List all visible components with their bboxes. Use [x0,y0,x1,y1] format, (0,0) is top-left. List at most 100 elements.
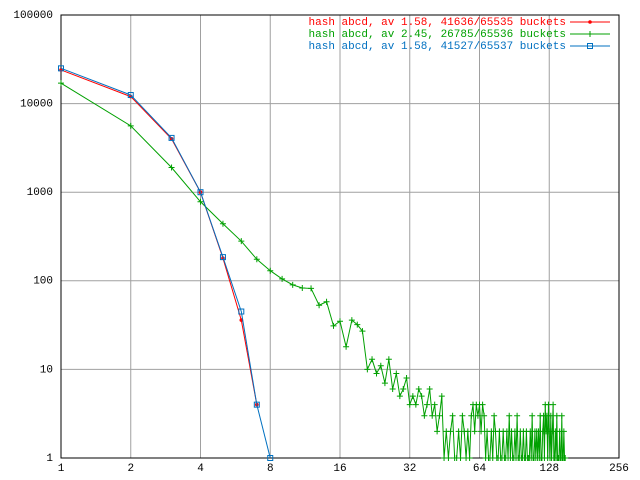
y-tick-label: 1 [46,453,53,465]
marker [514,412,521,419]
legend-marker [587,31,593,37]
marker [385,356,392,363]
x-tick-label: 64 [473,463,487,475]
marker [279,275,286,282]
marker [197,189,204,196]
marker [389,386,396,393]
legend-label: hash abcd, av 1.58, 41636/65535 buckets [309,17,566,29]
marker [459,412,466,419]
series-line [60,67,271,459]
marker [219,254,226,261]
x-tick-label: 16 [333,463,346,475]
marker [466,455,473,461]
marker [445,455,452,461]
marker [197,198,204,205]
legend-marker [588,20,592,24]
marker [449,412,456,419]
marker [418,393,425,400]
marker [550,401,557,408]
series-line [60,69,258,405]
marker [415,386,422,393]
marker [491,412,498,419]
marker [562,455,569,461]
marker [474,412,481,419]
legend-label: hash abcd, av 1.58, 41527/65537 buckets [309,41,566,53]
plot-frame [60,14,620,459]
marker [337,318,343,325]
x-tick-label: 256 [609,463,629,475]
marker [369,356,376,363]
x-tick-label: 4 [197,463,204,475]
marker [330,322,337,329]
marker [479,401,486,408]
marker [253,401,260,408]
marker [299,284,306,291]
marker [400,386,407,393]
marker [403,374,410,381]
marker [558,412,565,419]
marker [127,92,134,99]
marker [471,428,478,435]
x-tick-label: 8 [267,463,274,475]
marker [481,412,488,419]
marker [412,401,419,408]
marker [447,428,454,435]
marker [377,362,384,369]
y-tick-label: 100 [33,276,53,288]
marker [429,412,436,419]
y-tick-label: 100000 [13,10,53,22]
marker [457,455,464,461]
y-tick-label: 1000 [27,187,53,199]
marker [316,302,323,309]
marker [58,65,64,72]
marker [396,393,403,400]
marker [436,412,443,419]
marker [434,428,441,435]
marker [348,317,355,324]
marker [547,412,554,419]
marker [308,285,315,292]
legend-marker [587,43,593,49]
marker [381,380,388,387]
marker [343,343,350,350]
marker [438,393,445,400]
marker [168,134,175,141]
marker [431,401,438,408]
x-tick-label: 128 [539,463,559,475]
marker [424,401,431,408]
marker [323,298,330,305]
x-tick-label: 32 [403,463,416,475]
marker [426,386,433,393]
marker [238,308,245,315]
marker [289,281,296,288]
marker [468,412,475,419]
y-tick-label: 10000 [20,99,53,111]
series-line [60,82,566,459]
marker [168,164,175,171]
marker [464,428,471,435]
marker [359,328,366,335]
marker [267,267,274,274]
marker [506,412,513,419]
legend-label: hash abcd, av 2.45, 26785/65536 buckets [309,29,566,41]
marker [238,238,245,245]
marker [409,393,416,400]
marker [253,256,260,263]
marker [560,428,567,435]
x-tick-label: 2 [127,463,134,475]
marker [219,220,226,227]
marker [421,412,428,419]
marker [267,455,274,461]
marker [127,122,134,129]
marker [364,366,371,373]
marker [478,428,485,435]
marker [354,321,361,328]
marker [406,401,413,408]
marker [58,80,64,87]
x-tick-label: 1 [58,463,65,475]
marker [529,412,536,419]
marker [393,370,400,377]
marker [373,370,380,377]
marker [511,428,518,435]
